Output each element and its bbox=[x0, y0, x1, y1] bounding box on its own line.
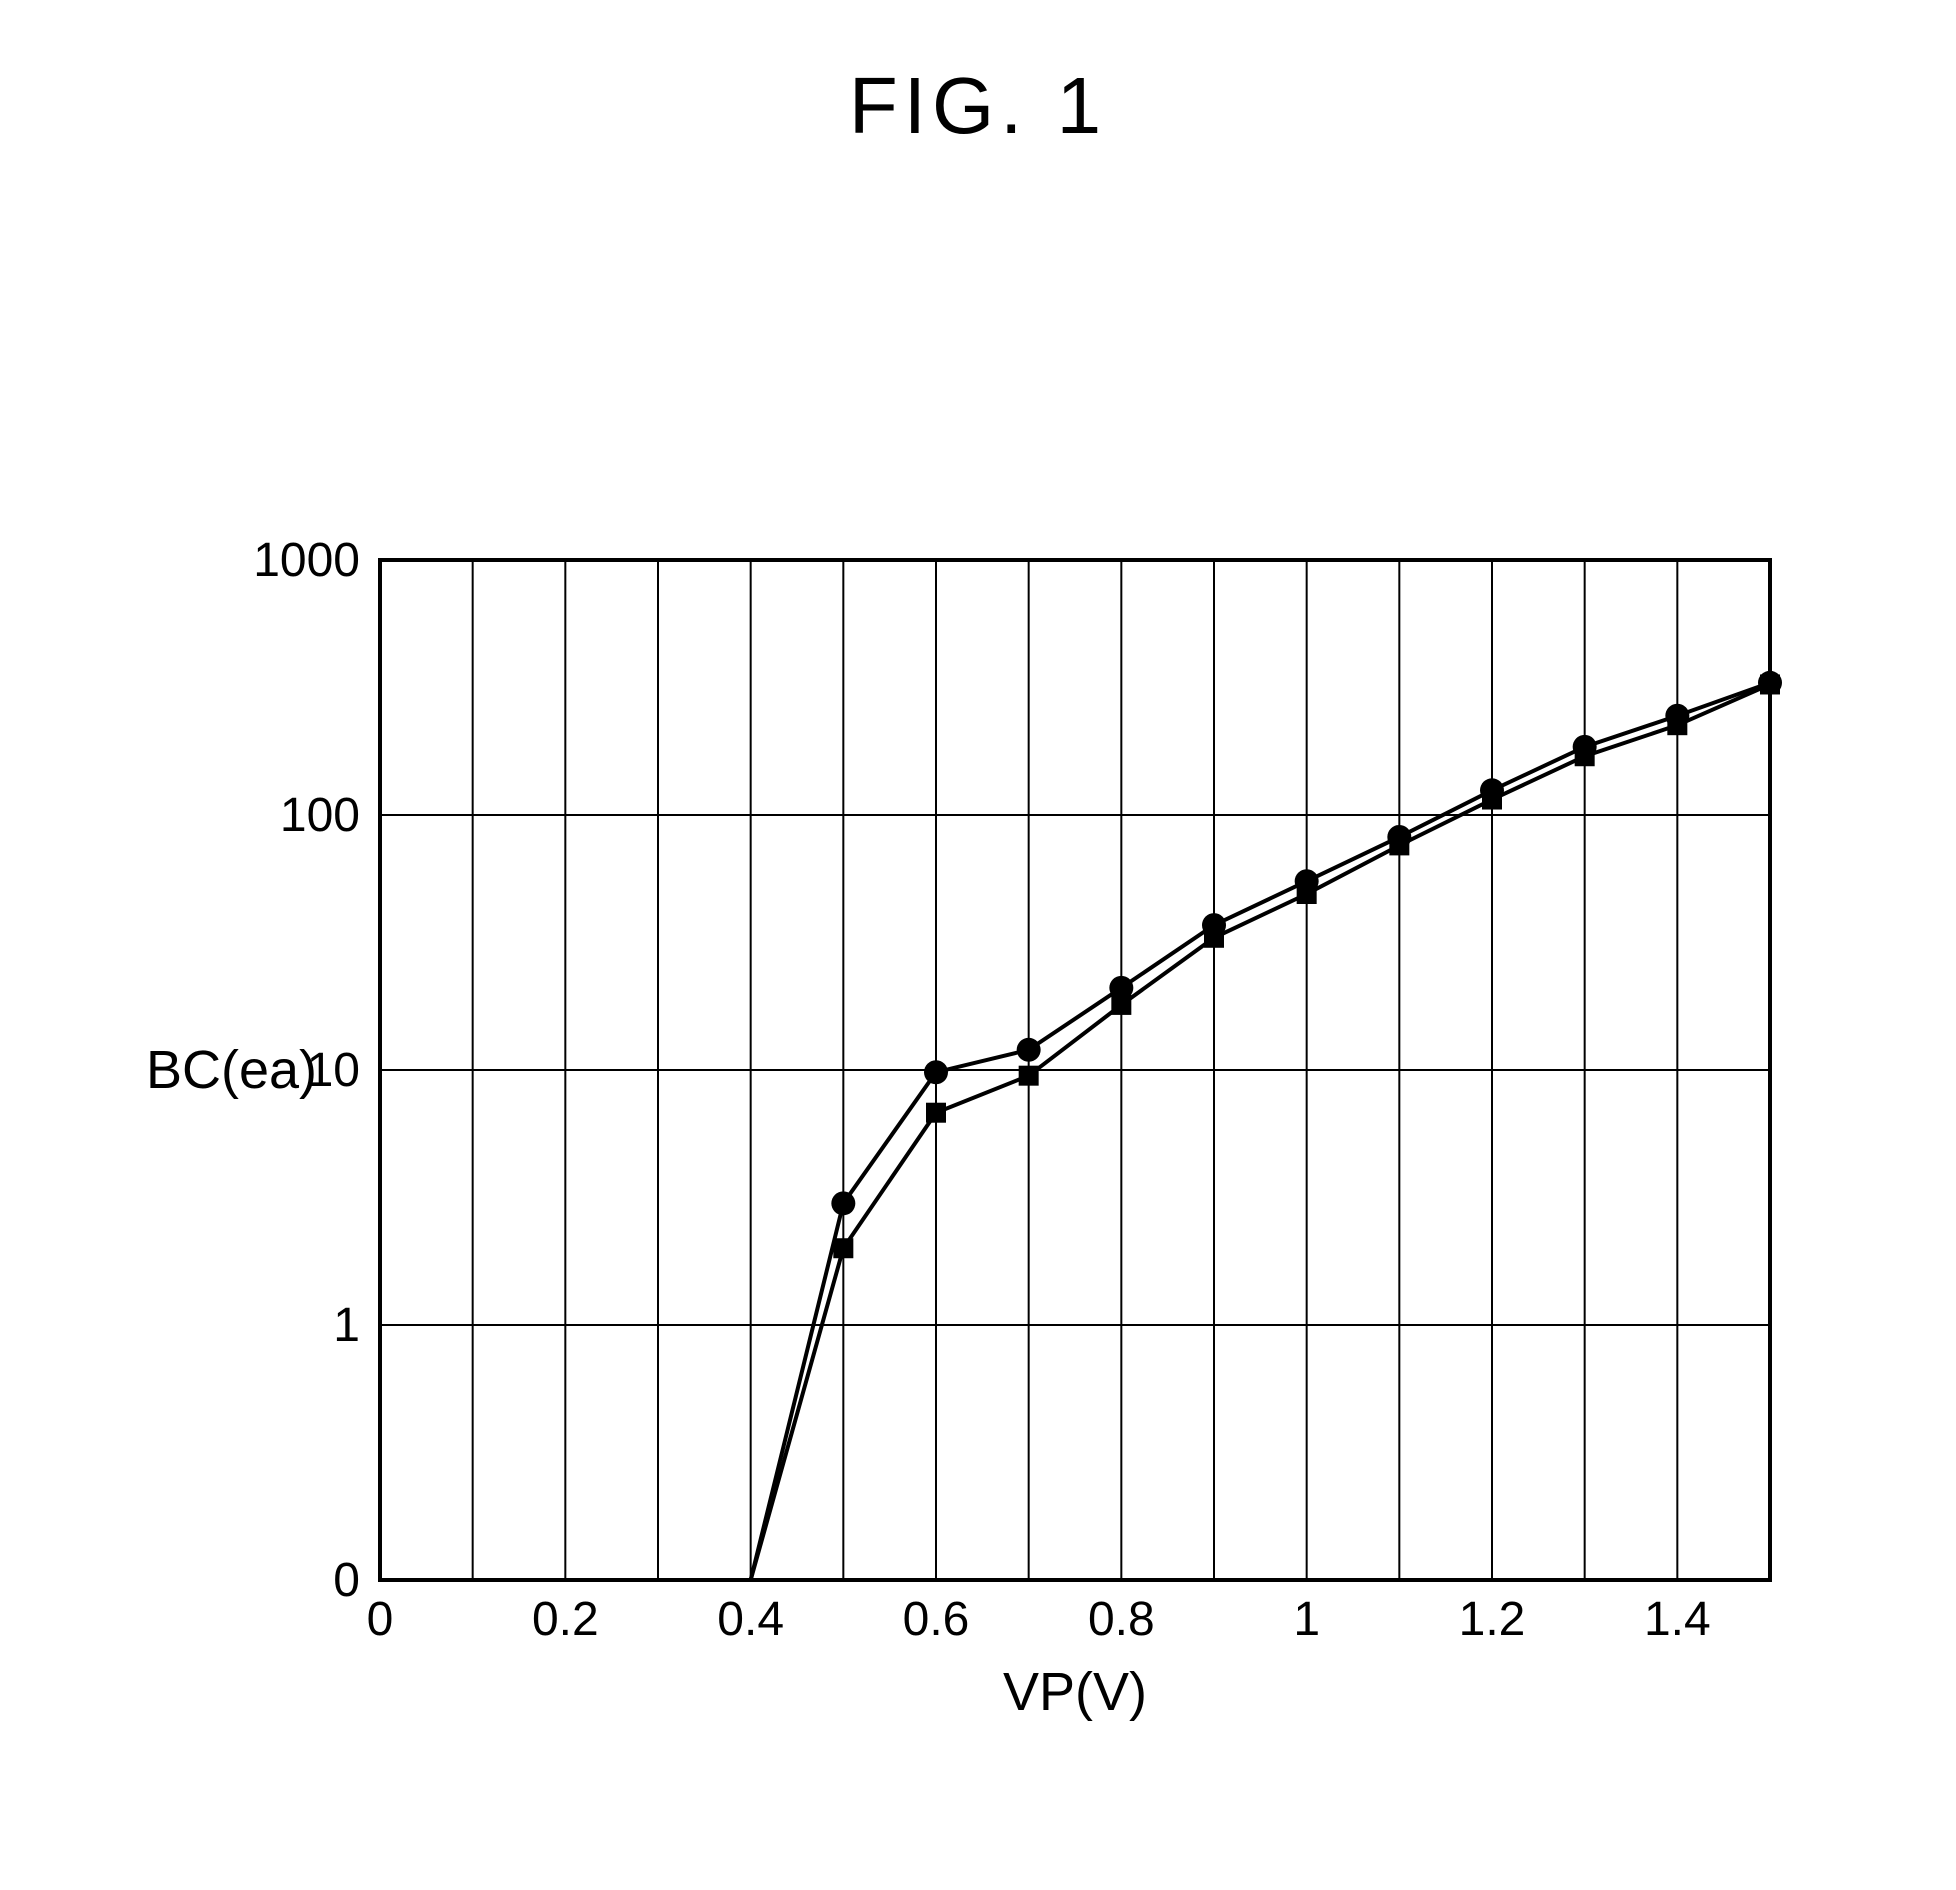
line-chart: 00.20.40.60.811.21.401101001000VP(V)FBC(… bbox=[150, 520, 1850, 1780]
svg-text:1.2: 1.2 bbox=[1459, 1593, 1526, 1646]
chart-container: 00.20.40.60.811.21.401101001000VP(V)FBC(… bbox=[150, 520, 1850, 1780]
svg-text:100: 100 bbox=[280, 789, 360, 842]
svg-text:1.4: 1.4 bbox=[1644, 1593, 1711, 1646]
page: FIG. 1 00.20.40.60.811.21.401101001000VP… bbox=[0, 0, 1956, 1890]
svg-text:FBC(ea): FBC(ea) bbox=[150, 1040, 317, 1100]
svg-text:0.6: 0.6 bbox=[903, 1593, 970, 1646]
svg-text:0: 0 bbox=[333, 1554, 360, 1607]
svg-text:VP(V): VP(V) bbox=[1003, 1662, 1147, 1722]
svg-text:1: 1 bbox=[333, 1299, 360, 1352]
svg-text:1: 1 bbox=[1293, 1593, 1320, 1646]
svg-text:0.8: 0.8 bbox=[1088, 1593, 1155, 1646]
svg-text:1000: 1000 bbox=[253, 534, 360, 587]
figure-title: FIG. 1 bbox=[0, 60, 1956, 152]
svg-text:0.4: 0.4 bbox=[717, 1593, 784, 1646]
svg-text:0.2: 0.2 bbox=[532, 1593, 599, 1646]
svg-text:0: 0 bbox=[367, 1593, 394, 1646]
